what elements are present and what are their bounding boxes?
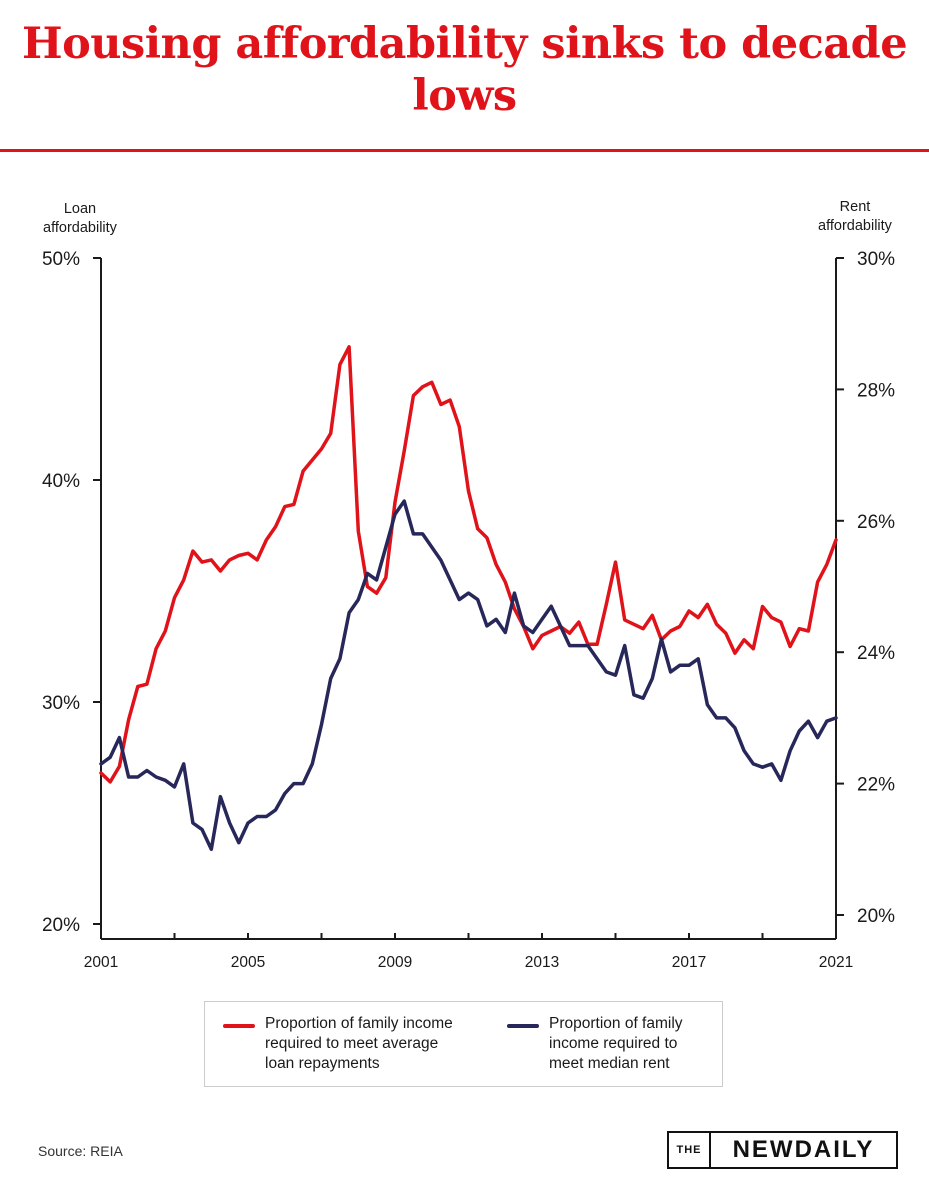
line-chart: Loan affordability Rent affordability 50% 40%… [42, 199, 895, 971]
right-tick-label: 20% [857, 906, 895, 927]
chart-legend: Proportion of family income required to … [204, 1001, 723, 1087]
left-axis-label-line: affordability [43, 220, 118, 236]
x-tick-label: 2013 [525, 954, 559, 971]
left-tick-label: 40% [42, 471, 80, 492]
left-tick-label: 20% [42, 915, 80, 936]
right-axis-label-line: affordability [818, 218, 893, 234]
source-note: Source: REIA [38, 1143, 123, 1159]
legend-swatch-rent [507, 1024, 539, 1028]
right-axis-label-line: Rent [840, 199, 871, 215]
legend-label-loan: Proportion of family income required to … [265, 1015, 453, 1072]
right-tick-label: 24% [857, 643, 895, 664]
left-axis-label-line: Loan [64, 201, 96, 217]
right-tick-label: 22% [857, 775, 895, 796]
legend-item-loan: Proportion of family income required to … [223, 1014, 453, 1074]
right-tick-label: 30% [857, 249, 895, 270]
logo-the-text: THE [669, 1133, 711, 1167]
x-tick-label: 2017 [672, 954, 706, 971]
chart-title: Housing affordability sinks to decade lo… [21, 19, 908, 121]
x-tick-label: 2009 [378, 954, 412, 971]
right-tick-label: 28% [857, 380, 895, 401]
series-line-loan [99, 345, 838, 784]
x-tick-label: 2021 [819, 954, 853, 971]
logo-name-text: NEWDAILY [732, 1136, 875, 1163]
legend-item-rent: Proportion of family income required to … [507, 1014, 683, 1074]
series-line-rent [99, 499, 838, 852]
legend-swatch-loan [223, 1024, 255, 1028]
newdaily-logo: THE NEWDAILY [667, 1131, 898, 1169]
title-divider [0, 149, 929, 152]
x-tick-label: 2001 [84, 954, 118, 971]
right-tick-label: 26% [857, 512, 895, 533]
x-tick-label: 2005 [231, 954, 265, 971]
legend-label-rent: Proportion of family income required to … [549, 1015, 683, 1072]
left-tick-label: 30% [42, 693, 80, 714]
left-tick-label: 50% [42, 249, 80, 270]
